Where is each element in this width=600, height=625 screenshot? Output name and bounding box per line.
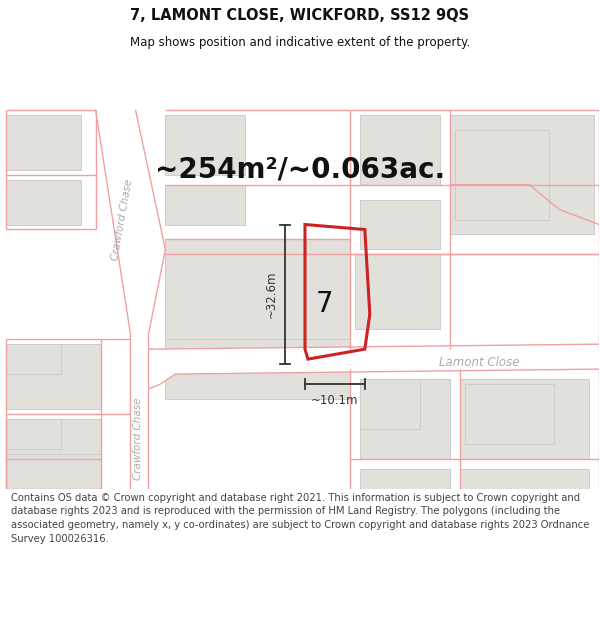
Bar: [449, 115, 594, 234]
Bar: [6, 419, 61, 449]
Bar: [355, 254, 440, 329]
Bar: [460, 379, 589, 459]
Text: ~32.6m: ~32.6m: [265, 271, 278, 318]
Bar: [6, 344, 101, 409]
Bar: [360, 199, 440, 249]
Polygon shape: [148, 344, 599, 389]
Bar: [460, 469, 589, 489]
Bar: [6, 454, 101, 489]
Bar: [6, 344, 61, 374]
Text: Lamont Close: Lamont Close: [439, 356, 520, 369]
Bar: [166, 339, 350, 399]
Text: 7, LAMONT CLOSE, WICKFORD, SS12 9QS: 7, LAMONT CLOSE, WICKFORD, SS12 9QS: [130, 8, 470, 23]
Bar: [360, 379, 419, 429]
Text: Map shows position and indicative extent of the property.: Map shows position and indicative extent…: [130, 36, 470, 49]
Bar: [166, 239, 350, 339]
Text: Crawford Chase: Crawford Chase: [110, 178, 134, 261]
Text: ~254m²/~0.063ac.: ~254m²/~0.063ac.: [155, 156, 445, 184]
Bar: [6, 115, 80, 169]
Bar: [360, 115, 440, 184]
Bar: [464, 384, 554, 444]
Bar: [455, 130, 549, 219]
Bar: [360, 379, 449, 459]
Bar: [360, 469, 449, 489]
Text: Crawford Chase: Crawford Chase: [133, 398, 143, 480]
Bar: [166, 115, 245, 174]
Text: Contains OS data © Crown copyright and database right 2021. This information is : Contains OS data © Crown copyright and d…: [11, 493, 589, 544]
Bar: [6, 179, 80, 224]
Bar: [166, 184, 245, 224]
Text: ~10.1m: ~10.1m: [311, 394, 359, 406]
Bar: [6, 419, 101, 474]
Text: 7: 7: [316, 290, 334, 318]
Polygon shape: [130, 339, 148, 489]
Polygon shape: [95, 110, 166, 334]
